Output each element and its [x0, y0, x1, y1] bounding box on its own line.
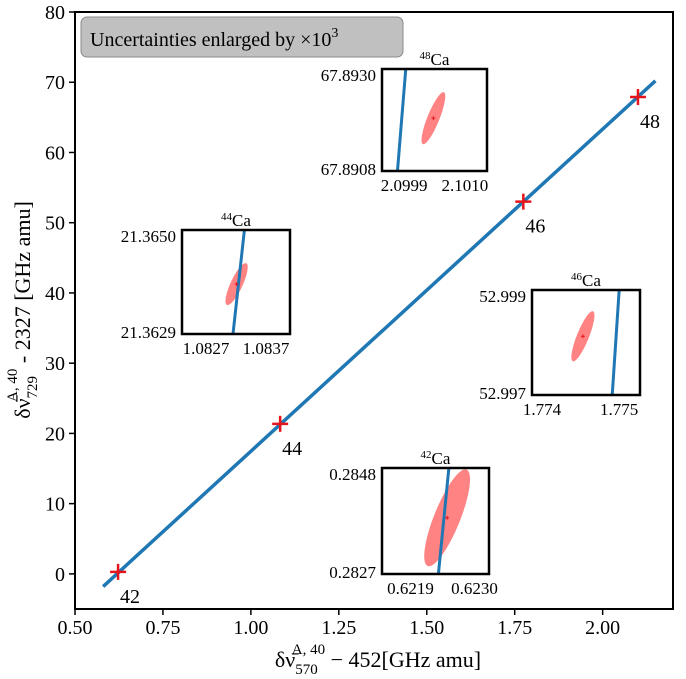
inset-title: 48Ca: [420, 50, 450, 69]
inset-title: 42Ca: [421, 449, 451, 468]
x-tick-label: 0.75: [145, 617, 180, 639]
y-tick-label: 30: [45, 353, 65, 375]
data-point-46: 46: [515, 193, 545, 238]
data-point-48: 48: [629, 89, 660, 133]
inset-frame: [380, 466, 491, 576]
y-axis-label: δν̄729A, 40 - 2327 [GHz amu]: [5, 201, 41, 419]
data-points: 42 44 46 48: [110, 89, 660, 608]
y-tick-label: 60: [45, 142, 65, 164]
legend-text: Uncertainties enlarged by ×103: [90, 26, 338, 51]
x-tick-label: 1.25: [321, 617, 356, 639]
y-tick-label: 40: [45, 283, 65, 305]
x-tick-label: 1.75: [497, 617, 532, 639]
inset-y-tick-label: 67.8930: [321, 66, 376, 85]
x-tick-label: 0.50: [58, 617, 93, 639]
inset-x-tick-label: 1.775: [600, 400, 638, 419]
inset-fit-line: [395, 68, 408, 172]
inset-fit-line: [231, 229, 246, 335]
y-tick-label: 50: [45, 213, 65, 235]
inset-x-tick-label: 2.0999: [381, 176, 428, 195]
y-tick-label: 70: [45, 72, 65, 94]
x-tick-label: 2.00: [585, 617, 620, 639]
fit-line: [101, 79, 657, 588]
x-tick-label: 1.00: [233, 617, 268, 639]
inset-title: 46Ca: [571, 271, 601, 290]
inset-44Ca: 44Ca 21.3650 21.3629 1.0827 1.0837: [121, 211, 292, 358]
data-point-42: 42: [110, 563, 140, 608]
inset-x-tick-label: 0.6219: [387, 579, 434, 598]
main-axis-ticks: 0.50 0.75 1.00 1.25 1.50 1.75 2.00 0 10 20 30 40 50 6…: [45, 2, 620, 639]
inset-fit-line: [436, 467, 451, 575]
inset-frame: [530, 288, 642, 397]
legend-box: Uncertainties enlarged by ×103: [80, 16, 404, 58]
inset-frame: [180, 228, 292, 336]
inset-fit-line: [610, 289, 621, 396]
inset-48Ca: 48Ca 67.8930 67.8908 2.0999 2.1010: [321, 50, 489, 195]
inset-y-tick-label: 52.997: [479, 384, 526, 403]
inset-x-tick-label: 1.0837: [243, 339, 290, 358]
inset-y-tick-label: 67.8908: [321, 160, 376, 179]
insets: 48Ca 67.8930 67.8908 2.0999 2.1010 44Ca 21.365…: [121, 50, 642, 598]
y-tick-label: 0: [55, 564, 65, 586]
inset-title: 44Ca: [221, 211, 251, 230]
y-tick-label: 80: [45, 2, 65, 24]
point-label: 48: [640, 111, 660, 133]
y-tick-label: 20: [45, 423, 65, 445]
point-label: 44: [282, 438, 302, 460]
inset-y-tick-label: 0.2827: [329, 563, 376, 582]
main-plot-frame: [74, 11, 674, 610]
data-point-44: 44: [272, 415, 302, 460]
point-label: 42: [120, 586, 140, 608]
y-tick-label: 10: [45, 494, 65, 516]
inset-x-tick-label: 1.0827: [183, 339, 230, 358]
inset-x-tick-label: 2.1010: [442, 176, 489, 195]
point-label: 46: [525, 216, 545, 238]
inset-frame: [380, 67, 489, 173]
inset-y-tick-label: 0.2848: [329, 465, 376, 484]
x-axis-label: δν̄570A, 40 − 452[GHz amu]: [275, 642, 481, 678]
inset-x-tick-label: 1.774: [523, 400, 562, 419]
inset-y-tick-label: 21.3629: [121, 323, 176, 342]
x-tick-label: 1.50: [409, 617, 444, 639]
inset-y-tick-label: 21.3650: [121, 227, 176, 246]
inset-42Ca: 42Ca 0.2848 0.2827 0.6219 0.6230: [329, 449, 498, 598]
inset-x-tick-label: 0.6230: [451, 579, 498, 598]
inset-y-tick-label: 52.999: [479, 287, 526, 306]
